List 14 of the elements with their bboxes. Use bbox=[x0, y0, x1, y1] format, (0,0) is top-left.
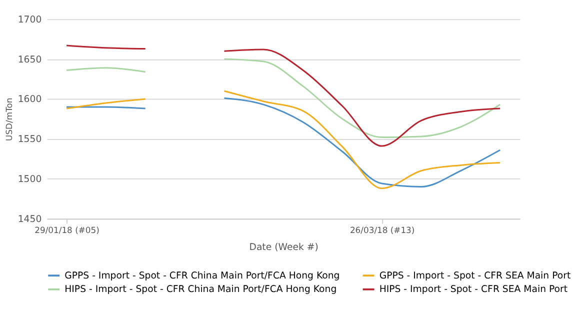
x-axis-title: Date (Week #) bbox=[249, 242, 318, 254]
y-tick-label: 1500 bbox=[18, 174, 42, 186]
y-tick-label: 1450 bbox=[18, 214, 42, 225]
y-tick-label: 1550 bbox=[18, 134, 42, 146]
legend-label: GPPS - Import - Spot - CFR China Main Port/FCA Hong Kong bbox=[64, 270, 340, 282]
x-tick-label: 29/01/18 (#05) bbox=[34, 225, 100, 236]
x-tick-label: 26/03/18 (#13) bbox=[350, 225, 415, 236]
legend-label: HIPS - Import - Spot - CFR China Main Port/FCA Hong Kong bbox=[64, 284, 337, 296]
legend-label: GPPS - Import - Spot - CFR SEA Main Port bbox=[379, 270, 571, 282]
y-tick-label: 1650 bbox=[18, 54, 42, 66]
y-tick-label: 1700 bbox=[18, 14, 42, 26]
y-tick-label: 1600 bbox=[18, 94, 42, 106]
legend-label: HIPS - Import - Spot - CFR SEA Main Port bbox=[379, 284, 568, 296]
y-axis-title: USD/mTon bbox=[4, 98, 14, 141]
